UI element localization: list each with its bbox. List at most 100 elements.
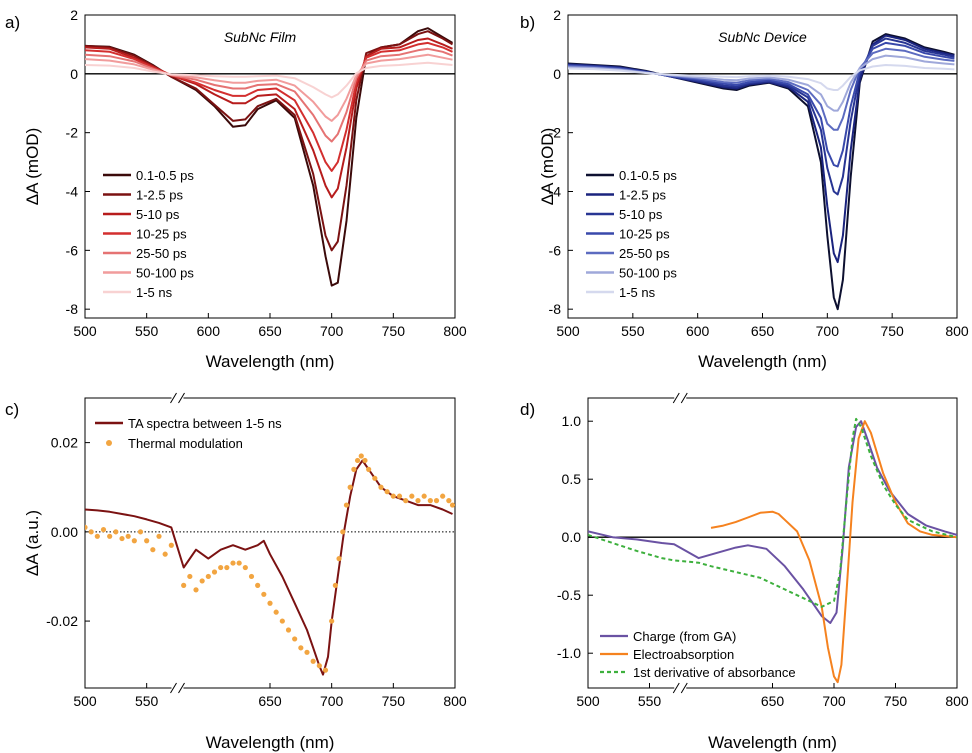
- y-tick-label: -2: [549, 125, 562, 141]
- data-point: [322, 667, 329, 673]
- data-point: [304, 649, 310, 655]
- data-point: [273, 609, 279, 615]
- data-point: [440, 493, 446, 499]
- data-point: [255, 582, 261, 588]
- data-point: [230, 560, 236, 566]
- data-point: [409, 493, 415, 499]
- data-point: [415, 498, 421, 504]
- x-tick-label: 750: [880, 323, 904, 339]
- data-point: [390, 493, 396, 499]
- data-point: [351, 466, 357, 472]
- data-point: [107, 533, 113, 539]
- y-tick-label: -0.02: [46, 613, 78, 629]
- legend-label: TA spectra between 1-5 ns: [128, 416, 282, 431]
- y-tick-label: -6: [549, 242, 562, 258]
- series-line: [85, 30, 454, 252]
- data-point: [421, 493, 427, 499]
- axis-break-mark: [672, 682, 680, 694]
- axis-break-mark: [672, 392, 680, 404]
- series-line: [568, 64, 955, 91]
- data-point: [100, 527, 107, 533]
- data-point: [358, 453, 364, 459]
- legend: Charge (from GA) Electroabsorption 1st der…: [600, 629, 796, 680]
- y-tick-label: -6: [66, 242, 79, 258]
- series-group: [568, 33, 955, 311]
- data-point: [329, 618, 335, 624]
- panel-letter: b): [520, 13, 535, 32]
- panel-letter: c): [5, 400, 19, 419]
- y-tick-label: -2: [66, 125, 79, 141]
- legend-label: 5-10 ps: [136, 207, 180, 222]
- axis-break-mark: [680, 682, 688, 694]
- axis-break-mark: [680, 392, 688, 404]
- data-point: [332, 582, 338, 588]
- y-tick-label: -8: [549, 301, 562, 317]
- x-tick-label: 750: [382, 693, 406, 709]
- legend-label: 1-2.5 ps: [619, 188, 666, 203]
- plot-frame: [587, 397, 958, 689]
- data-point: [292, 636, 298, 642]
- series-line: [710, 420, 957, 684]
- data-point: [119, 535, 125, 542]
- data-point: [285, 627, 292, 633]
- panel-annotation: SubNc Film: [224, 29, 297, 45]
- y-tick-label: 1.0: [562, 413, 582, 429]
- data-point: [340, 529, 346, 535]
- y-tick-label: 0.0: [562, 529, 582, 545]
- data-point: [236, 560, 242, 566]
- data-point: [88, 529, 94, 535]
- data-point: [347, 484, 353, 490]
- data-point: [449, 502, 455, 508]
- data-point: [384, 489, 390, 495]
- legend-label: 0.1-0.5 ps: [136, 168, 194, 183]
- x-tick-label: 800: [443, 693, 467, 709]
- y-tick-label: -4: [66, 184, 79, 200]
- y-axis-title: ΔA (a.u.): [23, 510, 42, 576]
- data-point: [354, 457, 361, 464]
- series-line: [568, 47, 955, 131]
- data-point: [150, 547, 156, 553]
- y-tick-label: 0.00: [51, 524, 78, 540]
- x-tick-label: 750: [382, 323, 406, 339]
- x-tick-label: 650: [258, 693, 282, 709]
- x-tick-label: 800: [443, 323, 467, 339]
- x-tick-label: 550: [638, 693, 662, 709]
- data-point: [310, 658, 316, 664]
- data-point: [396, 493, 403, 499]
- data-point: [298, 645, 304, 651]
- axis-break-gap: [674, 395, 687, 401]
- legend-label: 0.1-0.5 ps: [619, 168, 677, 183]
- x-axis-title: Wavelength (nm): [708, 733, 837, 752]
- x-tick-label: 500: [576, 693, 600, 709]
- data-point: [261, 591, 267, 597]
- x-tick-label: 800: [945, 323, 969, 339]
- panel-a: 500 550 600 650 700 750 800 2 0 -2 -4 -6 -8 SubNc Fil…: [5, 7, 467, 371]
- data-point: [366, 466, 372, 472]
- x-tick-label: 500: [556, 323, 580, 339]
- legend-label: Thermal modulation: [128, 436, 243, 451]
- legend-swatch: [106, 440, 112, 446]
- data-point: [168, 542, 174, 548]
- legend-label: 10-25 ps: [619, 227, 670, 242]
- data-point: [113, 529, 119, 535]
- x-tick-label: 700: [816, 323, 840, 339]
- x-tick-label: 700: [320, 693, 344, 709]
- x-axis-title: Wavelength (nm): [206, 352, 335, 371]
- data-point: [85, 524, 88, 530]
- y-tick-label: -8: [66, 301, 79, 317]
- axis-break-mark: [170, 682, 177, 694]
- panel-b: 500 550 600 650 700 750 800 2 0 -2 -4 -6 -8 SubNc Dev…: [520, 7, 969, 371]
- x-tick-label: 550: [135, 693, 159, 709]
- data-point: [94, 533, 100, 539]
- series-line: [85, 459, 453, 676]
- series-group: [85, 27, 454, 287]
- axis-break-gap: [171, 395, 184, 401]
- legend-label: 5-10 ps: [619, 207, 663, 222]
- y-tick-label: 0: [70, 66, 78, 82]
- series-line: [85, 61, 453, 99]
- data-point: [137, 529, 144, 535]
- x-tick-label: 600: [686, 323, 710, 339]
- x-tick-label: 500: [73, 693, 97, 709]
- y-tick-label: 0: [553, 66, 561, 82]
- panel-c: 500 550 650 700 750 800 0.02 0.00 -0.02 TA spectr…: [5, 392, 467, 752]
